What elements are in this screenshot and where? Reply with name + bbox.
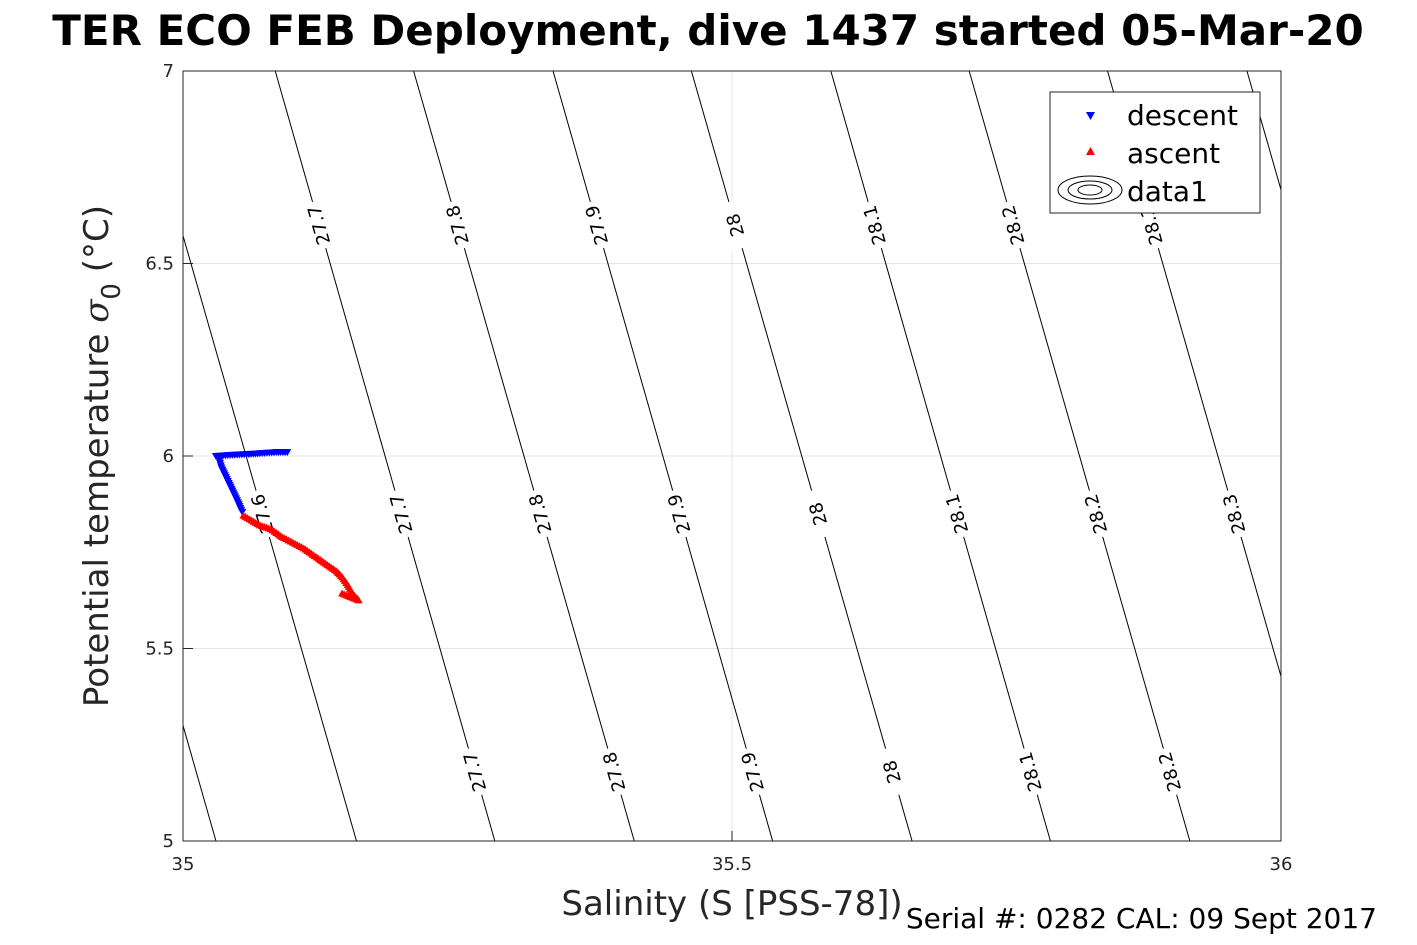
contour-label-28.2: 28.2 [998,203,1029,247]
contour-label-bg-27.9 [662,487,697,540]
contour-label-27.7: 27.7 [460,749,491,793]
legend-descent-marker [1086,112,1095,120]
x-tick-label-2: 36 [1270,854,1293,875]
axis-ticks: 35 35.5 36 5 5.5 6 6.5 7 [145,61,1292,875]
footer-serial-cal: Serial #: 0282 CAL: 09 Sept 2017 [906,902,1377,935]
contour-label-28.1: 28.1 [860,203,891,247]
contour-label-28.1: 28.1 [942,491,973,535]
y-tick-label-0: 5 [163,831,174,852]
contour-label-bg-27.7 [301,198,337,252]
data-points [211,449,363,604]
contour-label-bg-28.2 [996,198,1031,252]
y-tick-label-2: 6 [163,446,174,467]
legend: descent ascent data1 [1049,91,1261,214]
contour-label-28.3: 28.3 [1219,491,1250,535]
contour-line-6 [830,71,1051,841]
y-axis-label-unit: (°C) [77,205,117,283]
legend-contour-icon [1057,175,1123,205]
contour-label-bg-28 [875,745,910,798]
contour-line-3 [413,71,635,841]
y-axis-label-subscript: 0 [97,283,127,300]
contour-label-bg-28.2 [1078,487,1114,540]
contour-label-bg-27.7 [384,487,419,540]
contour-label-bg-28.1 [1013,745,1048,798]
contour-label-bg-27.8 [440,198,475,252]
contour-label-27.8: 27.8 [599,749,630,793]
contour-label-28.2: 28.2 [1081,491,1112,535]
contour-label-bg-28.2 [1152,745,1188,798]
contour-label-28.1: 28.1 [1016,749,1047,793]
ascent-point [338,589,347,597]
y-axis-label-main: Potential temperature [77,323,117,707]
contour-label-bg-27.9 [579,198,615,252]
y-tick-label-3: 6.5 [145,254,174,275]
contour-label-27.9: 27.9 [582,203,613,247]
contour-label-bg-27.8 [523,487,558,540]
series-ascent [239,511,363,604]
contour-label-bg-27.9 [735,745,771,798]
contour-label-bg-28 [801,487,836,540]
contour-label-bg-28.1 [939,487,975,540]
contour-labels: 27.7 27.8 27.9 28 28.1 28.2 28.327.6 27.7 27.8 27… [245,198,1252,798]
legend-data1-label: data1 [1127,175,1208,208]
contour-line-4 [552,71,774,841]
y-axis-label: Potential temperature σ0 (°C) [77,205,127,707]
contour-label-bg-27.7 [457,745,493,798]
contour-label-27.7: 27.7 [386,491,417,535]
contour-label-bg-28.1 [857,198,892,252]
contour-line-2 [274,71,496,841]
contour-label-28.2: 28.2 [1155,749,1186,793]
contour-label-bg-28.3 [1217,487,1252,540]
contour-line-5 [690,71,913,841]
contour-label-bg-28 [718,198,753,252]
contour-label-27.9: 27.9 [664,491,695,535]
descent-point [238,508,247,516]
contour-label-27.8: 27.8 [525,491,556,535]
x-tick-label-1: 35.5 [712,854,752,875]
x-tick-label-0: 35 [172,854,195,875]
y-tick-label-4: 7 [163,61,174,82]
contour-line-7 [968,71,1191,841]
y-tick-label-1: 5.5 [145,639,174,660]
legend-descent-label: descent [1127,99,1238,132]
legend-ascent-marker [1086,147,1095,155]
contour-label-27.9: 27.9 [738,749,769,793]
x-axis-label: Salinity (S [PSS-78]) [561,884,902,924]
contour-label-bg-27.8 [597,745,632,798]
y-axis-label-sigma: σ [77,299,117,323]
legend-box [1049,91,1261,214]
contour-label-27.8: 27.8 [443,203,474,247]
legend-ascent-label: ascent [1127,137,1220,170]
contour-label-27.7: 27.7 [304,203,335,247]
series-descent [211,449,292,516]
chart-title: TER ECO FEB Deployment, dive 1437 starte… [52,6,1363,55]
